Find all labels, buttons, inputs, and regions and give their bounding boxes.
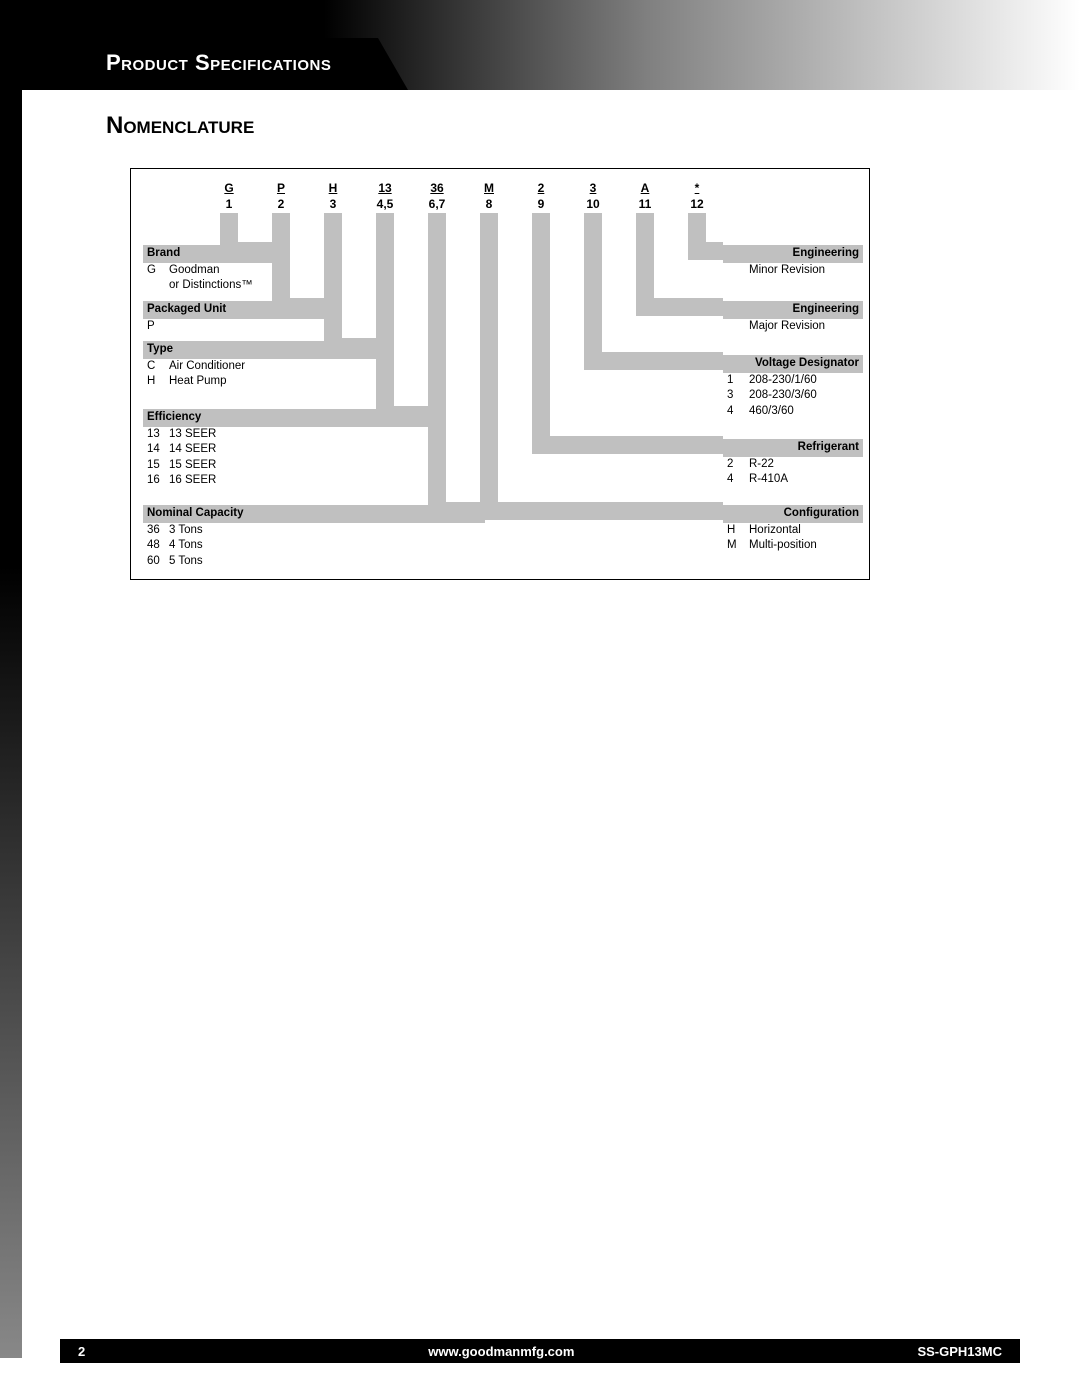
page-number: 2 <box>78 1344 85 1359</box>
desc-packaged-unit: Packaged UnitP <box>143 301 329 334</box>
code-col-11: A11 <box>625 181 665 211</box>
section-title: Nomenclature <box>106 112 254 140</box>
desc-voltage-designator: Voltage Designator1208-230/1/603208-230/… <box>723 355 863 419</box>
desc-nominal-capacity: Nominal Capacity363 Tons484 Tons605 Tons <box>143 505 485 569</box>
desc-efficiency: Efficiency1313 SEER1414 SEER1515 SEER161… <box>143 409 433 489</box>
desc-configuration: ConfigurationHHorizontalMMulti-position <box>723 505 863 554</box>
header-title: Product Specifications <box>106 50 331 76</box>
desc-engineering: EngineeringMajor Revision <box>723 301 863 334</box>
footer-doc-id: SS-GPH13MC <box>917 1344 1002 1359</box>
code-col-10: 310 <box>573 181 613 211</box>
left-side-strip <box>0 38 22 1358</box>
desc-refrigerant: Refrigerant2R-224R-410A <box>723 439 863 488</box>
code-col-2: P2 <box>261 181 301 211</box>
desc-engineering: EngineeringMinor Revision <box>723 245 863 278</box>
footer-url: www.goodmanmfg.com <box>428 1344 574 1359</box>
desc-type: TypeCAir ConditionerHHeat Pump <box>143 341 379 390</box>
desc-brand: BrandGGoodmanor Distinctions™ <box>143 245 273 294</box>
code-col-8: M8 <box>469 181 509 211</box>
code-col-1: G1 <box>209 181 249 211</box>
code-col-12: *12 <box>677 181 717 211</box>
footer-bar: 2 www.goodmanmfg.com SS-GPH13MC <box>60 1339 1020 1363</box>
code-col-6,7: 366,7 <box>417 181 457 211</box>
code-col-9: 29 <box>521 181 561 211</box>
code-col-3: H3 <box>313 181 353 211</box>
code-col-4,5: 134,5 <box>365 181 405 211</box>
nomenclature-diagram: G1 P2 H3 134,5 366,7 M8 29 310 A11 *12 BrandGGood… <box>130 168 870 580</box>
